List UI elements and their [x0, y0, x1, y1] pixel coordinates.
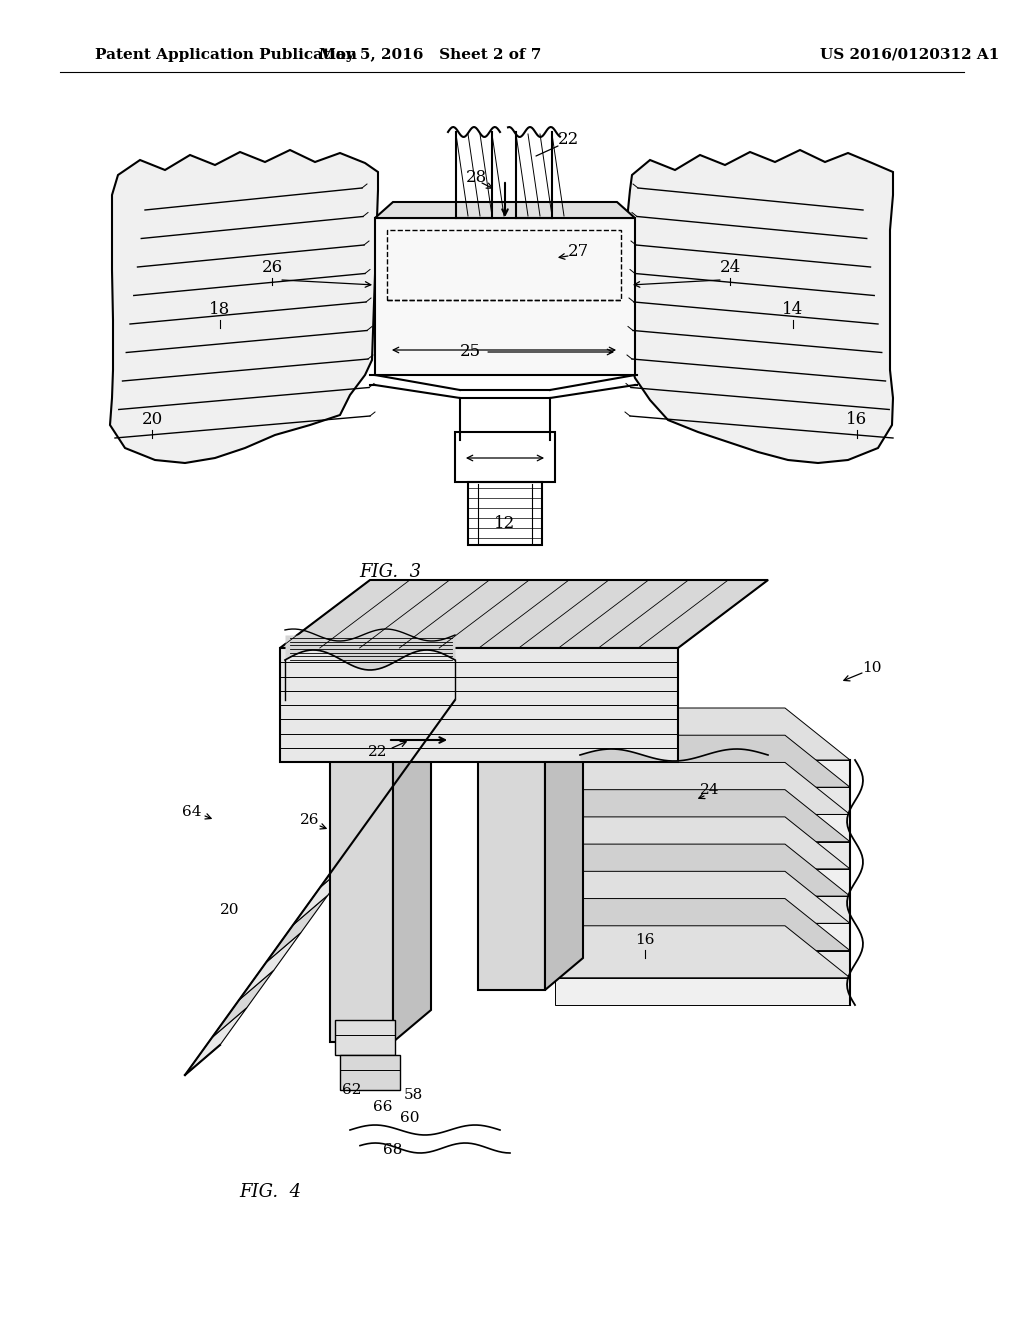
- Text: 24: 24: [700, 783, 720, 797]
- Polygon shape: [555, 869, 850, 896]
- Polygon shape: [374, 744, 436, 813]
- Bar: [375, 218, 635, 375]
- Text: 66: 66: [374, 1100, 393, 1114]
- Polygon shape: [555, 760, 850, 787]
- Polygon shape: [239, 932, 301, 1001]
- Bar: [468, 482, 542, 545]
- Text: 64: 64: [182, 805, 202, 818]
- Polygon shape: [555, 978, 850, 1005]
- Text: 22: 22: [557, 132, 579, 149]
- Text: 27: 27: [567, 243, 589, 260]
- Text: 14: 14: [782, 301, 804, 318]
- Polygon shape: [280, 579, 768, 648]
- Polygon shape: [293, 858, 355, 925]
- Polygon shape: [490, 871, 850, 923]
- Polygon shape: [490, 925, 850, 978]
- Text: 28: 28: [465, 169, 486, 186]
- Text: 68: 68: [383, 1143, 402, 1158]
- Text: 58: 58: [403, 1088, 423, 1102]
- Polygon shape: [401, 708, 463, 775]
- Polygon shape: [185, 1007, 247, 1074]
- Bar: [330, 718, 393, 1041]
- Polygon shape: [280, 648, 678, 762]
- Bar: [478, 729, 545, 990]
- Text: FIG.  4: FIG. 4: [239, 1183, 301, 1201]
- Polygon shape: [490, 843, 850, 896]
- Polygon shape: [555, 787, 850, 814]
- Polygon shape: [478, 696, 583, 729]
- Polygon shape: [490, 789, 850, 842]
- Text: 22: 22: [369, 744, 388, 759]
- Text: 16: 16: [847, 412, 867, 429]
- Polygon shape: [545, 696, 583, 990]
- Text: 60: 60: [400, 1111, 420, 1125]
- Polygon shape: [490, 735, 850, 787]
- Polygon shape: [266, 895, 328, 962]
- Polygon shape: [335, 1020, 395, 1055]
- Polygon shape: [555, 814, 850, 842]
- Text: 26: 26: [300, 813, 319, 828]
- Polygon shape: [490, 708, 850, 760]
- Polygon shape: [428, 671, 490, 738]
- Polygon shape: [375, 202, 635, 218]
- Text: May 5, 2016   Sheet 2 of 7: May 5, 2016 Sheet 2 of 7: [318, 48, 542, 62]
- Text: 10: 10: [862, 661, 882, 675]
- Polygon shape: [319, 820, 382, 887]
- Text: FIG.  3: FIG. 3: [359, 564, 421, 581]
- Text: 62: 62: [342, 1082, 361, 1097]
- Text: 24: 24: [720, 260, 740, 276]
- Text: 26: 26: [261, 260, 283, 276]
- Text: 20: 20: [220, 903, 240, 917]
- Text: 16: 16: [635, 933, 654, 946]
- Bar: [387, 230, 621, 300]
- Polygon shape: [555, 896, 850, 923]
- Text: 12: 12: [495, 515, 516, 532]
- Polygon shape: [490, 817, 850, 869]
- Text: Patent Application Publication: Patent Application Publication: [95, 48, 357, 62]
- Polygon shape: [628, 150, 893, 463]
- Polygon shape: [555, 842, 850, 869]
- Polygon shape: [555, 950, 850, 978]
- Polygon shape: [110, 150, 378, 463]
- Text: US 2016/0120312 A1: US 2016/0120312 A1: [820, 48, 999, 62]
- Text: 25: 25: [460, 343, 480, 360]
- Text: 20: 20: [141, 412, 163, 429]
- Polygon shape: [555, 923, 850, 950]
- Polygon shape: [347, 783, 409, 850]
- Polygon shape: [330, 686, 431, 718]
- Text: 18: 18: [209, 301, 230, 318]
- Polygon shape: [340, 1055, 400, 1090]
- Polygon shape: [490, 763, 850, 814]
- Polygon shape: [393, 686, 431, 1041]
- Bar: [455, 432, 555, 482]
- Polygon shape: [212, 970, 274, 1038]
- Polygon shape: [490, 899, 850, 950]
